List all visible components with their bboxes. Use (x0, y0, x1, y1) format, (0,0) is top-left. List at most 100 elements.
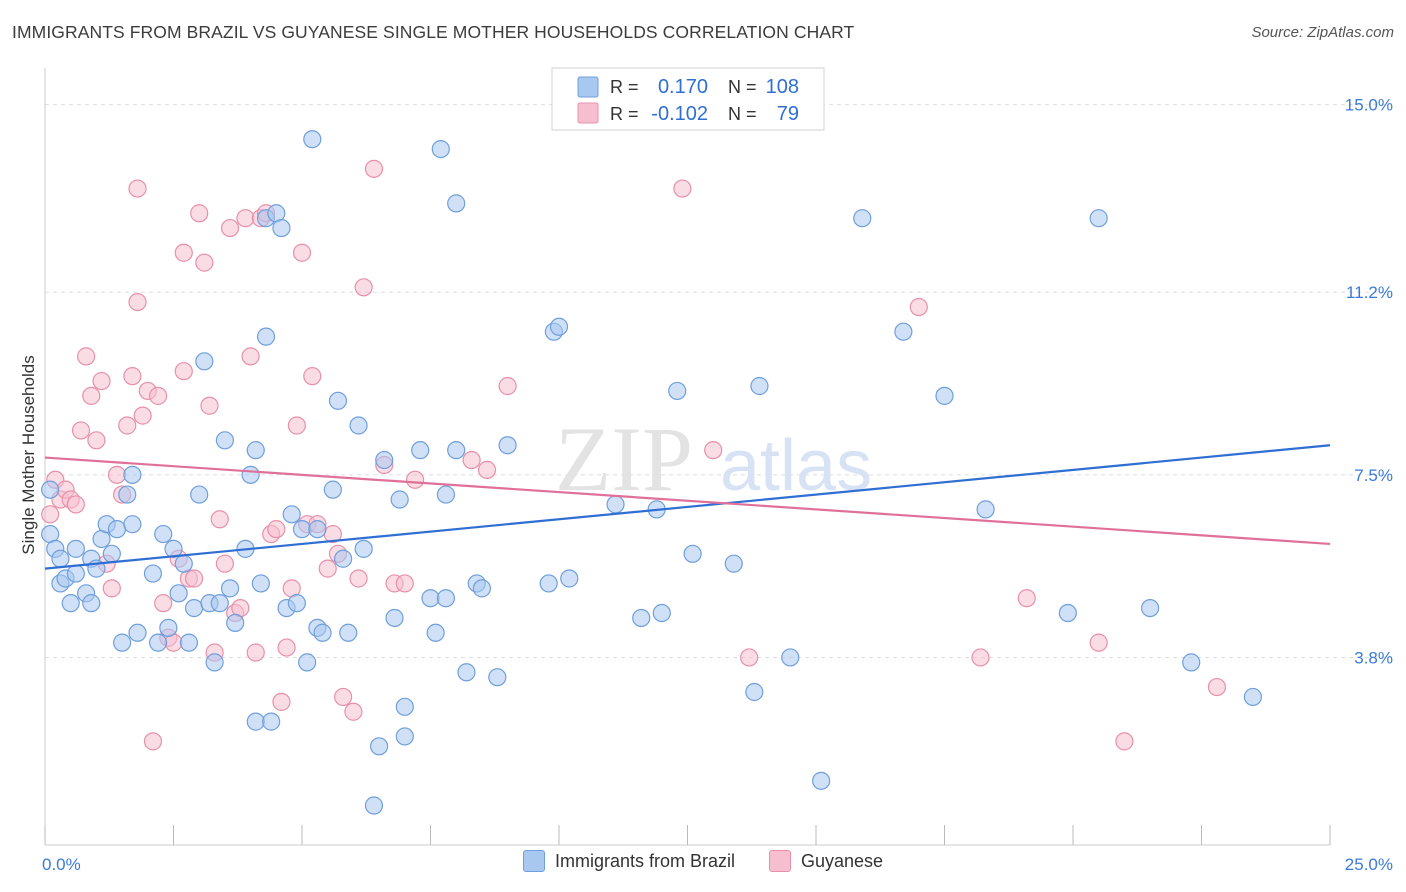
legend-swatch-brazil-bottom (522, 850, 545, 872)
brazil-point-24 (154, 524, 173, 544)
guyanese-point-41 (241, 347, 260, 366)
guyanese-point-19 (133, 406, 152, 425)
guyanese-point-68 (477, 460, 497, 480)
brazil-point-84 (539, 574, 558, 593)
guyanese-point-28 (174, 243, 193, 262)
brazil-point-94 (724, 554, 743, 573)
guyanese-point-69 (498, 376, 517, 396)
brazil-point-35 (210, 594, 229, 613)
guyanese-point-51 (292, 243, 312, 262)
guyanese-point-55 (318, 559, 337, 578)
guyanese-point-53 (303, 367, 322, 386)
trend-lines (44, 444, 1331, 570)
guyanese-point-17 (128, 292, 147, 312)
legend-label-guyanese: Guyanese (800, 850, 884, 871)
brazil-point-81 (472, 579, 491, 598)
guyanese-point-48 (277, 638, 296, 657)
brazil-point-82 (488, 668, 507, 687)
brazil-point-75 (436, 485, 456, 504)
brazil-point-1 (41, 480, 60, 499)
brazil-point-69 (395, 697, 414, 716)
brazil-point-7 (66, 539, 85, 558)
guyanese-point-32 (195, 253, 214, 272)
x-tick-label-0: 0.0% (42, 855, 81, 874)
guyanese-point-71 (704, 441, 723, 460)
brazil-point-17 (112, 633, 132, 652)
brazil-point-99 (853, 209, 872, 228)
legend-n-value-2: 79 (777, 103, 799, 125)
legend-r-label-1: R = (610, 77, 639, 97)
guyanese-point-72 (740, 648, 759, 667)
guyanese-point-61 (354, 278, 373, 297)
brazil-point-97 (781, 648, 800, 667)
brazil-point-61 (339, 623, 358, 642)
legend-swatch-guyanese-bottom (768, 850, 791, 872)
brazil-point-104 (1089, 209, 1108, 228)
guyanese-point-21 (143, 732, 163, 751)
brazil-point-41 (246, 441, 265, 460)
guyanese-point-62 (364, 159, 384, 178)
brazil-point-89 (632, 608, 651, 628)
brazil-point-65 (370, 737, 389, 756)
brazil-point-106 (1182, 653, 1201, 672)
y-axis-label: Single Mother Households (19, 355, 38, 554)
brazil-point-54 (303, 130, 322, 149)
brazil-point-103 (1058, 603, 1077, 623)
guyanese-point-47 (272, 692, 291, 711)
guyanese-point-74 (971, 648, 990, 667)
brazil-point-40 (241, 465, 260, 484)
brazil-point-3 (51, 549, 70, 568)
brazil-point-21 (128, 623, 147, 642)
brazil-point-62 (349, 416, 368, 435)
brazil-point-76 (436, 589, 456, 608)
brazil-point-44 (256, 327, 276, 346)
brazil-point-38 (226, 613, 245, 633)
legend-label-brazil: Immigrants from Brazil (554, 850, 735, 871)
brazil-point-19 (123, 515, 142, 534)
legend-n-label-2: N = (728, 104, 757, 124)
brazil-point-86 (549, 317, 569, 336)
brazil-point-107 (1243, 687, 1263, 707)
guyanese-point-67 (462, 450, 481, 470)
brazil-point-66 (375, 450, 394, 470)
brazil-point-56 (308, 520, 327, 539)
brazil-point-78 (447, 194, 466, 213)
brazil-point-30 (184, 598, 204, 618)
brazil-point-79 (457, 663, 476, 682)
legend-swatch-brazil (577, 76, 599, 98)
brazil-point-15 (102, 544, 121, 563)
guyanese-point-66 (405, 470, 425, 489)
brazil-point-50 (282, 505, 301, 524)
legend-r-value-1: 0.170 (658, 76, 708, 98)
guyanese-point-73 (909, 297, 928, 317)
legend-r-label-2: R = (610, 104, 639, 124)
legend-top: R = 0.170 N = 108 R = -0.102 N = 79 (551, 67, 825, 131)
brazil-point-25 (159, 618, 178, 637)
guyanese-point-16 (123, 367, 142, 386)
brazil-point-64 (364, 796, 384, 815)
guyanese-point-35 (210, 510, 229, 529)
guyanese-point-5 (66, 495, 85, 514)
brazil-point-27 (169, 584, 188, 603)
guyanese-point-58 (334, 687, 353, 707)
guyanese-point-78 (1207, 677, 1227, 697)
brazil-point-8 (66, 564, 85, 583)
brazil-point-92 (668, 381, 687, 401)
guyanese-point-12 (102, 579, 121, 598)
brazil-point-95 (745, 682, 764, 702)
guyanese-point-8 (82, 386, 101, 405)
guyanese-point-70 (673, 179, 692, 198)
guyanese-point-13 (107, 465, 127, 484)
guyanese-point-46 (267, 520, 286, 539)
brazil-point-63 (354, 539, 373, 558)
y-tick-label-2: 11.2% (1346, 283, 1393, 302)
brazil-point-28 (174, 554, 193, 573)
guyanese-point-42 (246, 643, 265, 662)
brazil-point-105 (1140, 598, 1160, 618)
guyanese-point-30 (184, 569, 204, 588)
guyanese-point-27 (174, 362, 193, 381)
brazil-point-43 (251, 574, 270, 593)
guyanese-point-7 (77, 347, 96, 366)
brazil-point-16 (107, 520, 127, 539)
